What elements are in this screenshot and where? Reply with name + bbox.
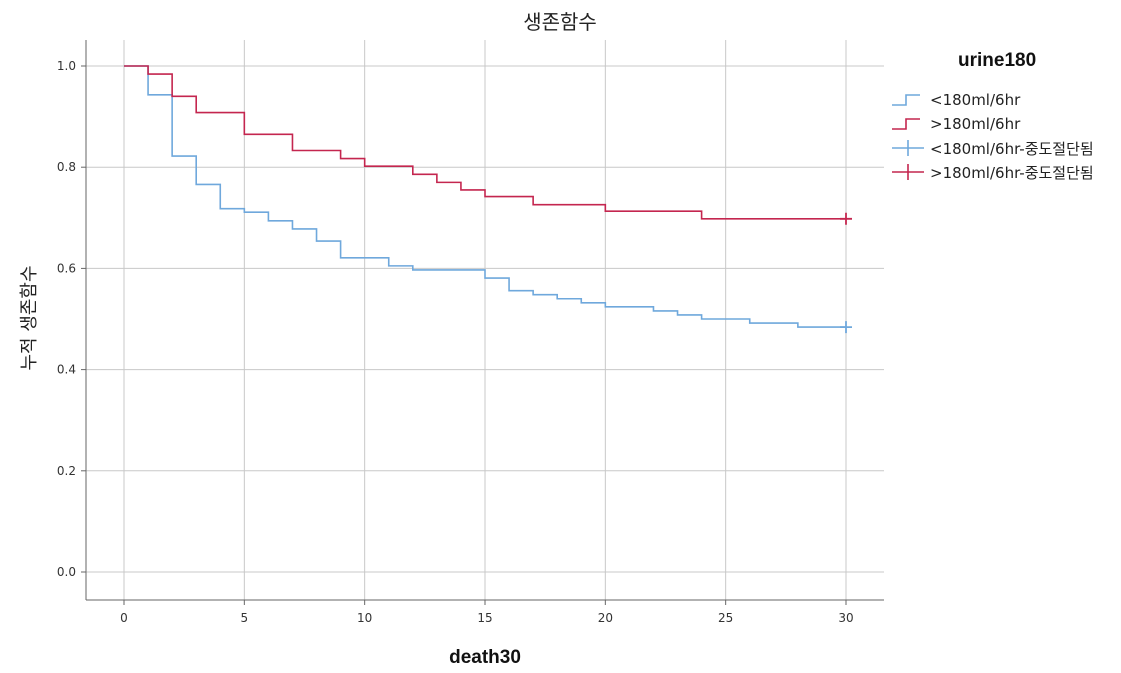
legend-item: >180ml/6hr-중도절단됨	[888, 160, 1094, 184]
legend-item: <180ml/6hr	[888, 88, 1094, 112]
y-tick-label: 0.8	[57, 160, 76, 174]
legend-label: <180ml/6hr	[930, 91, 1021, 109]
y-tick-label: 0.0	[57, 565, 76, 579]
legend-censor-icon	[892, 140, 924, 156]
series-layer	[124, 65, 852, 334]
legend-label: >180ml/6hr	[930, 115, 1021, 133]
x-tick-label: 10	[357, 611, 372, 625]
axes	[81, 40, 884, 605]
legend-step-icon	[892, 118, 920, 130]
y-tick-label: 0.2	[57, 464, 76, 478]
x-tick-label: 20	[598, 611, 613, 625]
x-tick-label: 5	[241, 611, 249, 625]
chart-title: 생존함수	[523, 10, 597, 34]
survival-step-line	[124, 65, 846, 220]
legend-title: urine180	[958, 50, 1037, 71]
y-tick-label: 1.0	[57, 59, 76, 73]
grid-lines	[86, 40, 884, 600]
survival-step-line	[124, 65, 846, 328]
legend-step-icon	[892, 94, 920, 106]
legend: <180ml/6hr >180ml/6hr <180ml/6hr-중도절단됨 >…	[888, 88, 1094, 184]
x-tick-label: 25	[718, 611, 733, 625]
censor-mark	[840, 212, 852, 225]
legend-item: >180ml/6hr	[888, 112, 1094, 136]
x-tick-label: 0	[120, 611, 128, 625]
y-tick-label: 0.6	[57, 261, 76, 275]
legend-label: <180ml/6hr-중도절단됨	[930, 139, 1094, 158]
tick-labels: 0.0 0.2 0.4 0.6 0.8 1.0 0 5 10 15 20 25 30	[57, 59, 854, 625]
x-axis-label: death30	[449, 647, 521, 668]
censor-mark	[840, 321, 852, 334]
x-tick-label: 30	[838, 611, 853, 625]
legend-censor-icon	[892, 164, 924, 180]
x-tick-label: 15	[477, 611, 492, 625]
legend-item: <180ml/6hr-중도절단됨	[888, 136, 1094, 160]
legend-label: >180ml/6hr-중도절단됨	[930, 163, 1094, 182]
y-tick-label: 0.4	[57, 363, 76, 377]
